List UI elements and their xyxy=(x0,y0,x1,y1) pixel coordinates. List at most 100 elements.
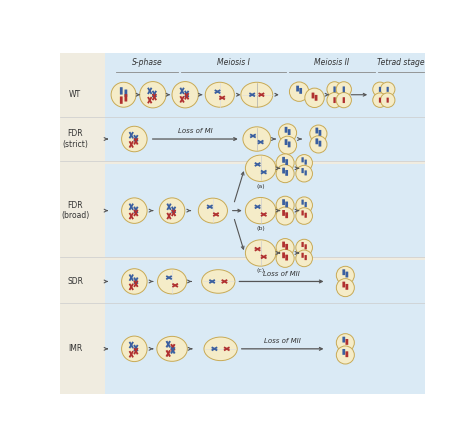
Ellipse shape xyxy=(246,240,276,266)
FancyBboxPatch shape xyxy=(224,346,230,351)
Bar xyxy=(105,164,425,257)
FancyBboxPatch shape xyxy=(211,346,218,351)
FancyBboxPatch shape xyxy=(255,162,261,167)
FancyBboxPatch shape xyxy=(133,135,138,142)
FancyBboxPatch shape xyxy=(129,132,134,139)
FancyBboxPatch shape xyxy=(147,87,152,94)
FancyBboxPatch shape xyxy=(184,90,189,97)
FancyBboxPatch shape xyxy=(285,127,287,133)
FancyBboxPatch shape xyxy=(261,212,267,217)
FancyBboxPatch shape xyxy=(379,87,381,92)
Text: Meiosis II: Meiosis II xyxy=(314,58,349,67)
FancyBboxPatch shape xyxy=(129,351,134,358)
FancyBboxPatch shape xyxy=(171,206,176,214)
Ellipse shape xyxy=(276,196,294,214)
FancyBboxPatch shape xyxy=(120,97,123,104)
FancyBboxPatch shape xyxy=(184,93,189,100)
FancyBboxPatch shape xyxy=(333,86,336,92)
FancyBboxPatch shape xyxy=(342,349,345,355)
FancyBboxPatch shape xyxy=(184,90,189,97)
FancyBboxPatch shape xyxy=(285,212,288,218)
Ellipse shape xyxy=(337,334,355,352)
FancyBboxPatch shape xyxy=(319,130,321,136)
FancyBboxPatch shape xyxy=(301,253,304,258)
Ellipse shape xyxy=(336,82,351,97)
Bar xyxy=(105,53,425,72)
Text: Loss of MII: Loss of MII xyxy=(263,271,300,277)
FancyBboxPatch shape xyxy=(285,159,288,165)
Ellipse shape xyxy=(373,82,387,97)
Text: IMR: IMR xyxy=(68,344,82,354)
FancyBboxPatch shape xyxy=(249,93,255,97)
FancyBboxPatch shape xyxy=(258,93,264,97)
Text: FDR
(broad): FDR (broad) xyxy=(61,201,89,220)
Ellipse shape xyxy=(279,124,297,142)
FancyBboxPatch shape xyxy=(133,277,138,284)
FancyBboxPatch shape xyxy=(133,206,138,214)
FancyBboxPatch shape xyxy=(133,138,138,145)
FancyBboxPatch shape xyxy=(129,342,134,349)
FancyBboxPatch shape xyxy=(316,138,318,144)
FancyBboxPatch shape xyxy=(346,272,348,277)
FancyBboxPatch shape xyxy=(221,279,228,284)
FancyBboxPatch shape xyxy=(133,280,138,288)
FancyBboxPatch shape xyxy=(165,350,171,357)
Ellipse shape xyxy=(276,165,294,183)
FancyBboxPatch shape xyxy=(166,203,172,210)
FancyBboxPatch shape xyxy=(255,204,261,209)
FancyBboxPatch shape xyxy=(166,213,172,220)
FancyBboxPatch shape xyxy=(129,284,134,291)
Ellipse shape xyxy=(296,165,312,182)
Ellipse shape xyxy=(296,155,312,171)
FancyBboxPatch shape xyxy=(152,93,157,101)
FancyBboxPatch shape xyxy=(171,210,176,217)
FancyBboxPatch shape xyxy=(166,275,172,280)
FancyBboxPatch shape xyxy=(147,97,152,104)
Text: SDR: SDR xyxy=(67,277,83,286)
FancyBboxPatch shape xyxy=(255,204,261,209)
FancyBboxPatch shape xyxy=(170,344,175,351)
FancyBboxPatch shape xyxy=(319,141,321,147)
Text: (a): (a) xyxy=(256,184,265,189)
Ellipse shape xyxy=(241,82,273,107)
FancyBboxPatch shape xyxy=(258,93,264,97)
FancyBboxPatch shape xyxy=(285,255,288,260)
Text: Tetrad stage: Tetrad stage xyxy=(377,58,425,67)
Ellipse shape xyxy=(159,198,185,223)
Ellipse shape xyxy=(157,336,187,361)
Ellipse shape xyxy=(140,82,166,108)
FancyBboxPatch shape xyxy=(165,350,171,357)
FancyBboxPatch shape xyxy=(166,213,172,220)
Ellipse shape xyxy=(243,127,271,151)
Ellipse shape xyxy=(276,239,294,256)
FancyBboxPatch shape xyxy=(129,203,134,210)
FancyBboxPatch shape xyxy=(133,138,138,145)
FancyBboxPatch shape xyxy=(282,253,285,258)
FancyBboxPatch shape xyxy=(333,97,336,103)
FancyBboxPatch shape xyxy=(282,241,285,248)
FancyBboxPatch shape xyxy=(346,339,348,345)
FancyBboxPatch shape xyxy=(316,128,318,133)
FancyBboxPatch shape xyxy=(133,210,138,217)
FancyBboxPatch shape xyxy=(304,202,307,207)
FancyBboxPatch shape xyxy=(311,93,314,98)
FancyBboxPatch shape xyxy=(250,134,256,138)
FancyBboxPatch shape xyxy=(224,346,230,351)
FancyBboxPatch shape xyxy=(282,157,285,163)
Ellipse shape xyxy=(122,336,147,361)
FancyBboxPatch shape xyxy=(180,87,185,94)
FancyBboxPatch shape xyxy=(170,347,175,354)
FancyBboxPatch shape xyxy=(129,342,134,349)
Text: Loss of MI: Loss of MI xyxy=(178,128,213,134)
FancyBboxPatch shape xyxy=(172,283,178,288)
FancyBboxPatch shape xyxy=(213,212,219,217)
Ellipse shape xyxy=(327,82,342,97)
FancyBboxPatch shape xyxy=(129,351,134,358)
FancyBboxPatch shape xyxy=(387,87,389,92)
Ellipse shape xyxy=(205,82,234,107)
FancyBboxPatch shape xyxy=(257,140,264,144)
FancyBboxPatch shape xyxy=(133,348,138,355)
FancyBboxPatch shape xyxy=(261,170,267,175)
FancyBboxPatch shape xyxy=(261,254,267,259)
Ellipse shape xyxy=(246,155,276,182)
